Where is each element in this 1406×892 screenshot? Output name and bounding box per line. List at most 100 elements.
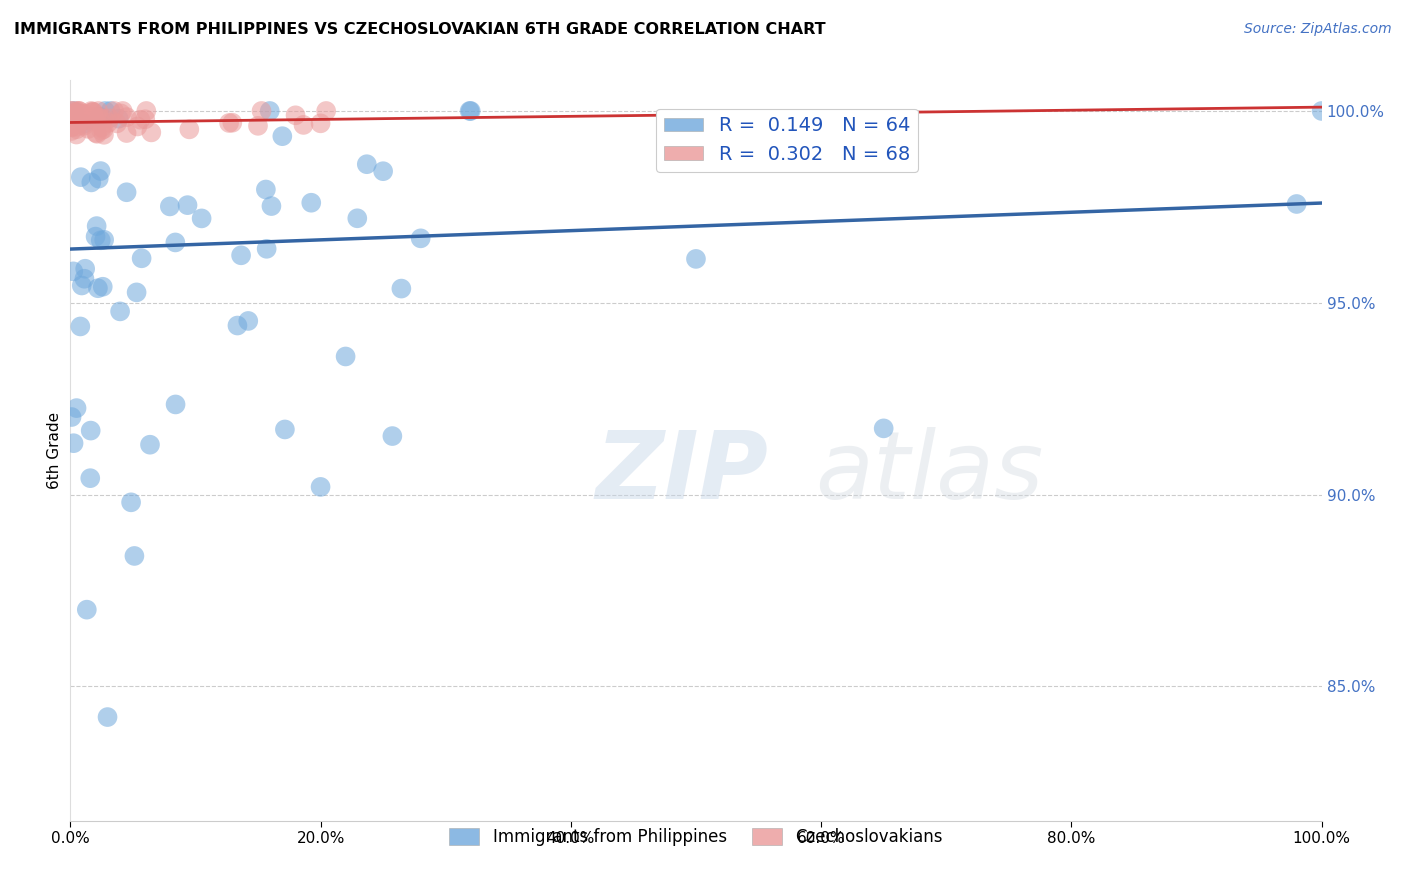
- Point: [346, 211, 368, 226]
- Point: [67, 103, 90, 118]
- Point: [274, 422, 297, 436]
- Point: [89, 111, 111, 125]
- Point: [80, 105, 103, 120]
- Point: [139, 438, 162, 452]
- Point: [127, 120, 149, 134]
- Point: [179, 122, 201, 136]
- Point: [108, 304, 131, 318]
- Point: [1310, 103, 1333, 118]
- Point: [62, 110, 84, 124]
- Point: [82, 104, 104, 119]
- Point: [221, 116, 243, 130]
- Point: [80, 175, 103, 189]
- Point: [82, 105, 104, 120]
- Text: atlas: atlas: [815, 427, 1043, 518]
- Point: [190, 211, 212, 226]
- Point: [165, 235, 187, 250]
- Point: [226, 318, 249, 333]
- Point: [98, 112, 121, 126]
- Text: Source: ZipAtlas.com: Source: ZipAtlas.com: [1244, 22, 1392, 37]
- Text: IMMIGRANTS FROM PHILIPPINES VS CZECHOSLOVAKIAN 6TH GRADE CORRELATION CHART: IMMIGRANTS FROM PHILIPPINES VS CZECHOSLO…: [14, 22, 825, 37]
- Point: [254, 182, 277, 196]
- Point: [409, 231, 432, 245]
- Point: [90, 233, 112, 247]
- Point: [284, 108, 307, 122]
- Point: [685, 252, 707, 266]
- Point: [69, 113, 91, 128]
- Point: [335, 350, 357, 364]
- Point: [69, 114, 91, 128]
- Point: [458, 103, 481, 118]
- Point: [176, 198, 198, 212]
- Point: [83, 111, 105, 125]
- Point: [65, 103, 87, 118]
- Point: [65, 401, 87, 416]
- Point: [60, 103, 83, 118]
- Point: [159, 199, 181, 213]
- Point: [65, 108, 87, 122]
- Point: [65, 128, 87, 142]
- Point: [90, 123, 112, 137]
- Point: [110, 106, 132, 120]
- Point: [218, 116, 240, 130]
- Point: [70, 109, 93, 123]
- Point: [73, 106, 96, 120]
- Point: [309, 480, 332, 494]
- Point: [93, 128, 115, 142]
- Point: [256, 242, 278, 256]
- Point: [66, 109, 89, 123]
- Point: [73, 271, 96, 285]
- Point: [115, 186, 138, 200]
- Point: [120, 495, 142, 509]
- Point: [79, 471, 101, 485]
- Point: [371, 164, 394, 178]
- Point: [229, 248, 252, 262]
- Point: [292, 118, 315, 132]
- Point: [60, 103, 83, 118]
- Point: [86, 219, 108, 233]
- Point: [66, 105, 89, 120]
- Point: [1285, 197, 1308, 211]
- Point: [259, 103, 281, 118]
- Point: [80, 424, 103, 438]
- Point: [80, 103, 103, 118]
- Point: [73, 117, 96, 131]
- Point: [115, 126, 138, 140]
- Point: [93, 233, 115, 247]
- Point: [135, 103, 157, 118]
- Point: [73, 119, 96, 133]
- Y-axis label: 6th Grade: 6th Grade: [46, 412, 62, 489]
- Point: [238, 314, 260, 328]
- Point: [91, 279, 114, 293]
- Point: [66, 120, 89, 134]
- Point: [93, 112, 115, 126]
- Point: [260, 199, 283, 213]
- Point: [389, 282, 412, 296]
- Point: [97, 116, 120, 130]
- Point: [90, 164, 112, 178]
- Point: [62, 111, 84, 125]
- Point: [299, 195, 322, 210]
- Point: [356, 157, 378, 171]
- Point: [66, 122, 89, 136]
- Text: ZIP: ZIP: [596, 426, 769, 518]
- Point: [125, 285, 148, 300]
- Point: [115, 110, 138, 124]
- Point: [96, 710, 118, 724]
- Point: [460, 103, 482, 118]
- Point: [86, 110, 108, 124]
- Point: [86, 127, 108, 141]
- Point: [75, 112, 97, 127]
- Point: [100, 103, 122, 118]
- Point: [73, 113, 96, 128]
- Point: [77, 121, 100, 136]
- Point: [165, 397, 187, 411]
- Point: [60, 410, 83, 425]
- Point: [111, 103, 134, 118]
- Point: [134, 112, 156, 127]
- Point: [93, 122, 115, 136]
- Point: [84, 126, 107, 140]
- Point: [69, 170, 91, 185]
- Point: [60, 120, 83, 134]
- Point: [107, 112, 129, 126]
